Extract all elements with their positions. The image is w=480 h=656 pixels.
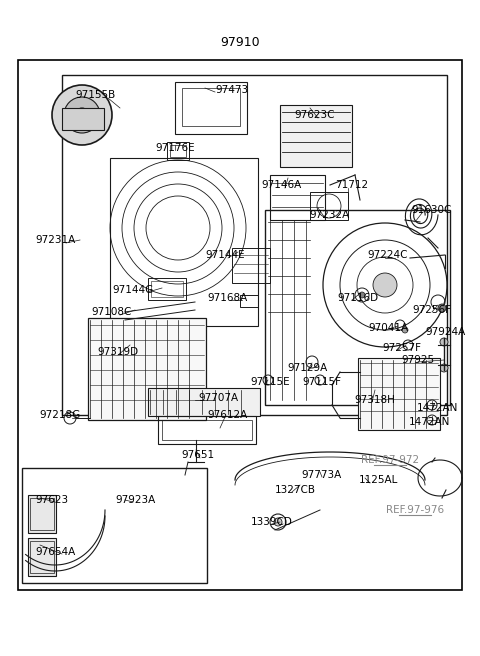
Text: 97257F: 97257F xyxy=(383,343,421,353)
Bar xyxy=(358,358,440,430)
Bar xyxy=(182,88,240,126)
Text: 97773A: 97773A xyxy=(302,470,342,480)
Text: 97924A: 97924A xyxy=(425,327,465,337)
Text: 1125AL: 1125AL xyxy=(358,475,398,485)
Text: 97925: 97925 xyxy=(401,355,434,365)
Bar xyxy=(170,145,186,157)
Bar xyxy=(28,538,56,576)
Text: 97155B: 97155B xyxy=(75,90,115,100)
Text: 97232A: 97232A xyxy=(310,210,350,220)
Ellipse shape xyxy=(440,364,448,372)
Ellipse shape xyxy=(75,108,89,122)
Text: 97319D: 97319D xyxy=(97,347,139,357)
Text: 71712: 71712 xyxy=(336,180,369,190)
Text: 97116D: 97116D xyxy=(337,293,379,303)
Text: 97108C: 97108C xyxy=(92,307,132,317)
Text: 97654A: 97654A xyxy=(35,547,75,557)
Text: 1327CB: 1327CB xyxy=(275,485,315,495)
Bar xyxy=(30,541,54,573)
Bar xyxy=(158,416,256,444)
Bar xyxy=(110,158,258,326)
Text: 97129A: 97129A xyxy=(288,363,328,373)
Text: 97473: 97473 xyxy=(216,85,249,95)
Text: REF.97-972: REF.97-972 xyxy=(361,455,419,465)
Ellipse shape xyxy=(373,273,397,297)
Ellipse shape xyxy=(402,327,408,333)
Text: 97115F: 97115F xyxy=(302,377,341,387)
Text: 97623: 97623 xyxy=(36,495,69,505)
Text: 97256F: 97256F xyxy=(412,305,452,315)
Text: 97041A: 97041A xyxy=(368,323,408,333)
Bar xyxy=(167,142,189,160)
Text: 97218G: 97218G xyxy=(39,410,81,420)
Text: 97923A: 97923A xyxy=(115,495,155,505)
Ellipse shape xyxy=(274,518,282,526)
Text: 97224C: 97224C xyxy=(368,250,408,260)
Bar xyxy=(265,210,450,405)
Bar xyxy=(162,420,252,440)
Text: 97115E: 97115E xyxy=(250,377,290,387)
Bar xyxy=(88,318,206,420)
Bar xyxy=(148,278,186,300)
Text: 97144G: 97144G xyxy=(112,285,154,295)
Text: 97176E: 97176E xyxy=(155,143,195,153)
Bar xyxy=(30,498,54,530)
Bar xyxy=(62,75,447,415)
Text: 97612A: 97612A xyxy=(208,410,248,420)
Ellipse shape xyxy=(52,85,112,145)
Bar xyxy=(310,192,348,220)
Bar xyxy=(18,60,462,590)
Bar xyxy=(232,248,270,283)
Ellipse shape xyxy=(64,97,100,133)
Text: 97623C: 97623C xyxy=(295,110,335,120)
Bar xyxy=(148,388,260,416)
Bar xyxy=(62,108,104,130)
Text: 91630C: 91630C xyxy=(412,205,452,215)
Bar xyxy=(175,82,247,134)
Text: 97146A: 97146A xyxy=(262,180,302,190)
Text: 97318H: 97318H xyxy=(355,395,396,405)
Bar xyxy=(280,105,352,167)
Ellipse shape xyxy=(359,292,365,298)
Text: 97168A: 97168A xyxy=(208,293,248,303)
Text: REF.97-976: REF.97-976 xyxy=(386,505,444,515)
Bar xyxy=(270,175,325,220)
Bar xyxy=(240,295,258,307)
Text: 1339CD: 1339CD xyxy=(251,517,293,527)
Text: 97231A: 97231A xyxy=(35,235,75,245)
Bar xyxy=(151,281,183,297)
Bar xyxy=(22,468,207,583)
Text: 1472AN: 1472AN xyxy=(409,417,451,427)
Text: 97651: 97651 xyxy=(181,450,215,460)
Text: 1472AN: 1472AN xyxy=(417,403,459,413)
Text: 97910: 97910 xyxy=(220,35,260,49)
Text: 97144E: 97144E xyxy=(205,250,245,260)
Bar xyxy=(28,495,56,533)
Ellipse shape xyxy=(438,304,446,312)
Text: 97707A: 97707A xyxy=(198,393,238,403)
Ellipse shape xyxy=(440,338,448,346)
